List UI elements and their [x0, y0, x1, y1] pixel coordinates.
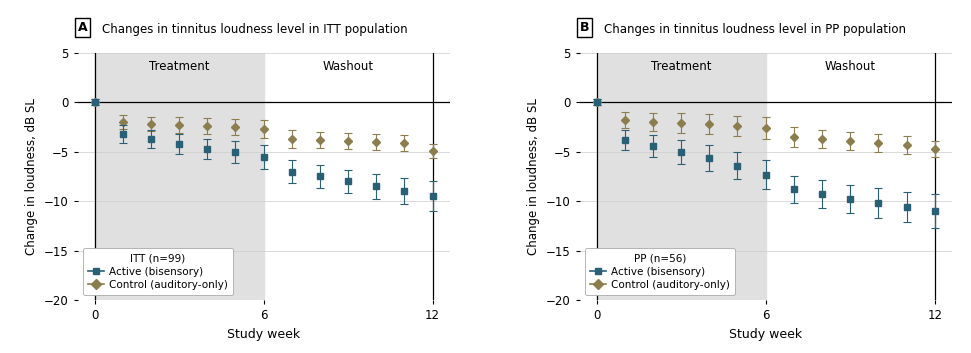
- Text: Treatment: Treatment: [149, 60, 210, 73]
- Text: Changes in tinnitus loudness level in ITT population: Changes in tinnitus loudness level in IT…: [102, 23, 408, 36]
- Text: Washout: Washout: [322, 60, 374, 73]
- X-axis label: Study week: Study week: [227, 328, 300, 341]
- Legend: Active (bisensory), Control (auditory-only): Active (bisensory), Control (auditory-on…: [585, 248, 735, 295]
- Text: A: A: [78, 21, 87, 34]
- Y-axis label: Change in loudness, dB SL: Change in loudness, dB SL: [527, 98, 541, 255]
- Bar: [596, 53, 766, 300]
- X-axis label: Study week: Study week: [729, 328, 802, 341]
- Text: B: B: [580, 21, 589, 34]
- Text: Treatment: Treatment: [651, 60, 712, 73]
- Text: Washout: Washout: [824, 60, 876, 73]
- Text: Changes in tinnitus loudness level in PP population: Changes in tinnitus loudness level in PP…: [604, 23, 906, 36]
- Bar: [94, 53, 263, 300]
- Legend: Active (bisensory), Control (auditory-only): Active (bisensory), Control (auditory-on…: [83, 248, 233, 295]
- Y-axis label: Change in loudness, dB SL: Change in loudness, dB SL: [25, 98, 38, 255]
